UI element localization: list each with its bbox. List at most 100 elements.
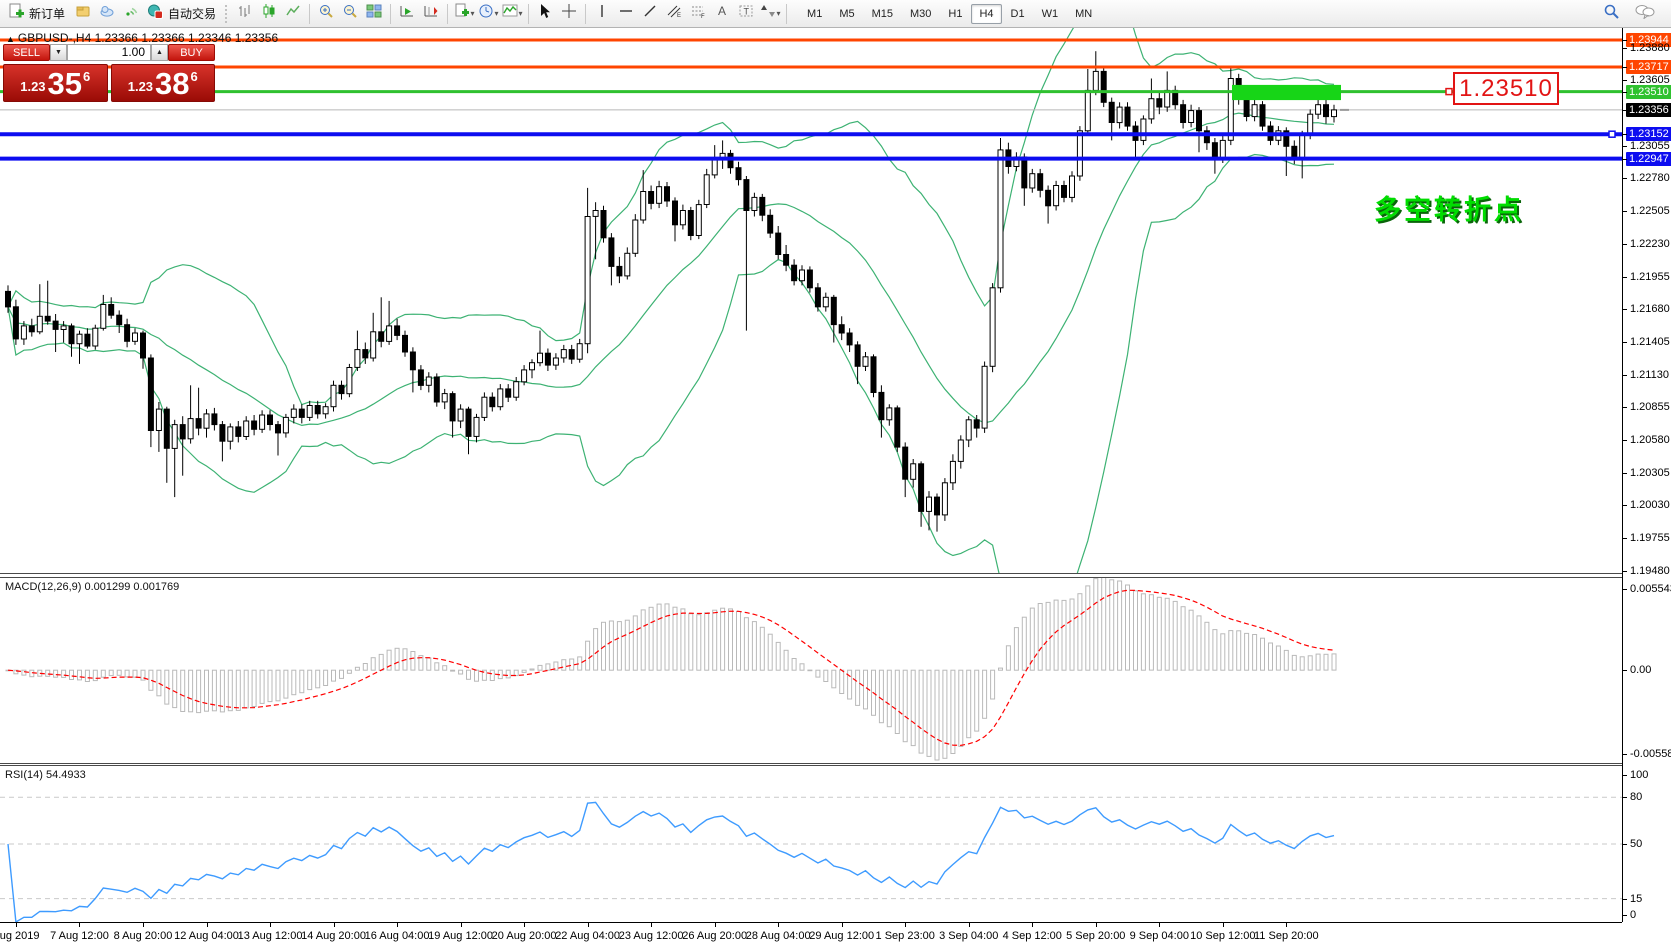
cursor-button[interactable] [533, 3, 557, 25]
rsi-panel-canvas[interactable] [0, 766, 1622, 922]
collapse-arrow-icon[interactable]: ▲ [6, 34, 15, 44]
label-tool[interactable]: T [734, 3, 758, 25]
time-axis-label: 12 Aug 04:00 [174, 930, 239, 942]
autotrading-icon [147, 3, 164, 24]
panel-divider[interactable] [0, 763, 1671, 766]
text-tool[interactable]: A [710, 3, 734, 25]
axis-tick [1623, 775, 1627, 776]
zoom-in-button[interactable] [314, 3, 338, 25]
volume-decrease-button[interactable]: ▼ [50, 44, 67, 61]
axis-tick [1623, 670, 1627, 671]
cloud-sync-button[interactable] [95, 3, 119, 25]
buy-price-box[interactable]: 1.23 38 6 [110, 64, 215, 102]
buy-button[interactable]: BUY [168, 44, 215, 61]
time-axis[interactable]: Aug 2019 7 Aug 12:00 8 Aug 20:0012 Aug 04:… [0, 922, 1622, 948]
timeframe-h1-button[interactable]: H1 [948, 7, 963, 20]
price-callout-box[interactable]: 1.23510 [1453, 72, 1559, 105]
volume-increase-button[interactable]: ▲ [151, 44, 168, 61]
timeframe-m5-button[interactable]: M5 [839, 7, 855, 20]
axis-tick [1623, 797, 1627, 798]
arrows-tool[interactable]: ▾ [758, 3, 782, 25]
axis-tick [1623, 40, 1627, 41]
time-axis-label: 20 Aug 20:00 [491, 930, 557, 942]
timeframe-mn-button[interactable]: MN [1075, 7, 1093, 20]
chat-button[interactable] [1633, 3, 1657, 25]
price-axis-label: 80 [1630, 791, 1643, 803]
chart-note-text[interactable]: 多空转折点 [1374, 195, 1524, 225]
time-axis-label: 29 Aug 12:00 [809, 930, 875, 942]
axis-tick [651, 923, 652, 927]
price-badge: 1.23510 [1626, 85, 1671, 99]
axis-tick [524, 923, 525, 927]
new-order-button[interactable] [4, 3, 28, 25]
time-axis-label: 5 Sep 20:00 [1066, 930, 1126, 942]
axis-tick [1623, 473, 1627, 474]
autotrading-label[interactable]: 自动交易 [168, 7, 217, 21]
chart-title-text: GBPUSD-,H4 1.23366 1.23366 1.23346 1.233… [17, 31, 279, 45]
price-axis-label: 1.20855 [1630, 401, 1670, 413]
price-axis-label: 1.21405 [1630, 336, 1670, 348]
new-order-label[interactable]: 新订单 [29, 7, 66, 21]
sell-button[interactable]: SELL [3, 44, 50, 61]
time-axis-label: 22 Aug 04:00 [555, 930, 621, 942]
autotrading-button[interactable] [143, 3, 167, 25]
indicators-button[interactable]: ▾ [500, 3, 524, 25]
price-axis[interactable]: 1.23944 1.23880 1.23717 1.23605 1.23510 1.233… [1622, 28, 1671, 922]
time-axis-label: 13 Aug 12:00 [237, 930, 303, 942]
trendline-tool[interactable] [638, 3, 662, 25]
price-axis-label: 1.20580 [1630, 434, 1670, 446]
line-chart-type-button[interactable] [281, 3, 305, 25]
axis-tick [1223, 923, 1224, 927]
axis-tick [1623, 915, 1627, 916]
main-chart-canvas[interactable] [0, 28, 1622, 573]
candlestick-icon [261, 3, 277, 24]
crosshair-icon [561, 3, 577, 24]
axis-tick [842, 923, 843, 927]
timeframe-w1-button[interactable]: W1 [1041, 7, 1059, 20]
period-clock-button[interactable]: ▾ [476, 3, 500, 25]
zoom-out-icon [342, 3, 358, 24]
price-axis-label: 1.23605 [1630, 74, 1670, 86]
axis-tick [334, 923, 335, 927]
timeframe-h4-button[interactable]: H4 [971, 3, 1002, 24]
horizontal-line-tool[interactable] [614, 3, 638, 25]
cursor-icon [537, 3, 553, 24]
svg-text:A: A [718, 4, 726, 18]
open-folder-button[interactable] [71, 3, 95, 25]
templates-button[interactable]: ▾ [452, 3, 476, 25]
toolbar-separator [309, 3, 311, 24]
bar-chart-type-button[interactable] [233, 3, 257, 25]
tile-windows-button[interactable] [362, 3, 386, 25]
macd-panel-canvas[interactable] [0, 578, 1622, 763]
axis-tick [1623, 538, 1627, 539]
zoom-out-button[interactable] [338, 3, 362, 25]
search-button[interactable] [1599, 3, 1623, 25]
one-click-trading-panel: SELL ▼ 1.00 ▲ BUY 1.23 35 6 1.23 38 6 [3, 44, 215, 102]
chart-shift-button[interactable] [419, 3, 443, 25]
signals-button[interactable] [119, 3, 143, 25]
vertical-line-tool[interactable] [590, 3, 614, 25]
time-axis-label: 19 Aug 12:00 [428, 930, 493, 942]
timeframe-d1-button[interactable]: D1 [1010, 7, 1025, 20]
buy-price-sup: 6 [190, 69, 198, 84]
timeframe-m30-button[interactable]: M30 [910, 7, 932, 20]
channel-tool[interactable]: E [662, 3, 686, 25]
timeframe-group: M1 M5 M15 M30 H1 H4 D1 W1 MN [799, 3, 1100, 24]
panel-divider[interactable] [0, 573, 1671, 578]
price-badge: 1.23944 [1626, 33, 1671, 47]
timeframe-m15-button[interactable]: M15 [871, 7, 893, 20]
crosshair-button[interactable] [557, 3, 581, 25]
timeframe-m1-button[interactable]: M1 [807, 7, 823, 20]
chat-icon [1635, 3, 1655, 24]
fibonacci-tool[interactable]: F [686, 3, 710, 25]
volume-input[interactable]: 1.00 [67, 44, 151, 61]
sell-price-sup: 6 [83, 69, 91, 84]
auto-scroll-button[interactable] [395, 3, 419, 25]
toolbar: 新订单 自动交易 ▾ ▾ ▾ E F A T ▾ M1 M5 M15 M30 H1 H4 D… [0, 0, 1671, 28]
sell-price-box[interactable]: 1.23 35 6 [3, 64, 108, 102]
time-axis-label: 9 Sep 04:00 [1129, 930, 1189, 942]
price-axis-label: 1.22505 [1630, 205, 1670, 217]
candlestick-chart-type-button[interactable] [257, 3, 281, 25]
chevron-down-icon: ▾ [518, 9, 523, 18]
axis-tick [1623, 159, 1627, 160]
